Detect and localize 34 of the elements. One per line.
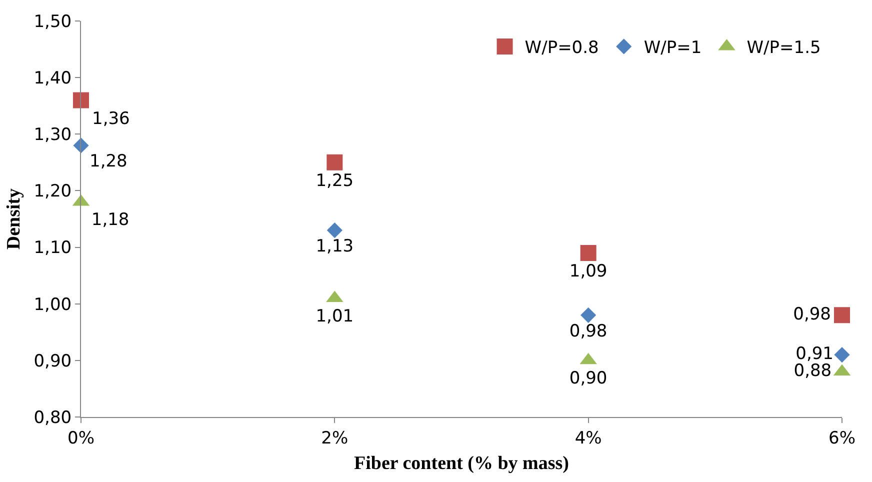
data-label: 0,98 bbox=[793, 304, 831, 324]
y-tick-label: 1,30 bbox=[34, 125, 72, 146]
data-label: 1,36 bbox=[92, 108, 130, 129]
y-tick-label: 0,80 bbox=[34, 408, 72, 428]
legend-label: W/P=1 bbox=[644, 38, 702, 58]
point bbox=[73, 92, 89, 108]
data-label: 1,13 bbox=[316, 236, 354, 257]
data-label: 1,09 bbox=[569, 262, 608, 282]
y-tick-label: 1,20 bbox=[34, 182, 72, 202]
data-label: 1,25 bbox=[316, 171, 354, 192]
x-axis-title: Fiber content (% by mass) bbox=[354, 453, 569, 474]
point bbox=[326, 222, 342, 238]
data-label: 0,90 bbox=[569, 368, 608, 389]
point bbox=[834, 307, 850, 324]
y-tick-label: 1,00 bbox=[34, 294, 72, 315]
data-label: 1,18 bbox=[91, 210, 130, 230]
legend-label: W/P=1.5 bbox=[746, 38, 821, 58]
x-tick-label: 0% bbox=[68, 428, 94, 448]
point bbox=[580, 307, 596, 323]
y-tick-label: 1,50 bbox=[34, 12, 72, 32]
y-tick-label: 1,10 bbox=[34, 238, 72, 258]
data-label: 0,98 bbox=[569, 321, 608, 342]
y-tick-label: 1,40 bbox=[34, 68, 72, 89]
data-label: 1,01 bbox=[316, 306, 354, 326]
y-tick-label: 0,90 bbox=[34, 351, 72, 372]
x-tick-label: 6% bbox=[828, 428, 856, 448]
y-axis-title: Density bbox=[4, 188, 25, 250]
x-tick-label: 4% bbox=[574, 428, 602, 448]
point bbox=[834, 346, 850, 363]
legend-label: W/P=0.8 bbox=[524, 38, 599, 58]
point bbox=[326, 154, 343, 170]
point bbox=[580, 244, 596, 261]
data-label: 1,28 bbox=[90, 152, 128, 172]
x-tick-label: 2% bbox=[321, 428, 348, 448]
